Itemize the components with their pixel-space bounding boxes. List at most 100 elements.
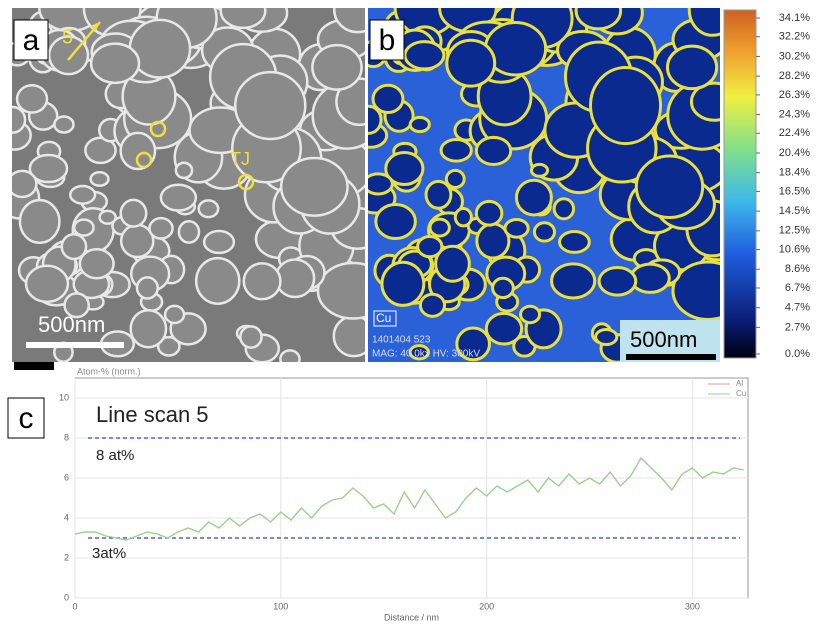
y-tick-label: 6 xyxy=(64,472,69,482)
grain xyxy=(418,236,442,256)
y-tick-label: 10 xyxy=(59,392,69,402)
y-tick-label: 8 xyxy=(64,432,69,442)
grain xyxy=(276,260,314,297)
colorbar-tick-label: 24.3% xyxy=(779,108,810,120)
grain xyxy=(196,258,239,304)
element-label: Cu xyxy=(376,311,391,325)
grain xyxy=(334,316,374,356)
colorbar-tick-label: 12.5% xyxy=(779,225,810,237)
grain xyxy=(667,46,716,89)
scale-bar-label: 500nm xyxy=(38,312,105,337)
scale-mark xyxy=(14,362,54,370)
grain xyxy=(446,170,464,187)
grain xyxy=(199,200,218,217)
grain xyxy=(137,277,158,298)
grain xyxy=(591,67,661,143)
grain xyxy=(636,156,702,217)
figure: a 5 TJ 500nm b Cu 1401404 523 MAG: 40.0k… xyxy=(0,0,816,624)
grain xyxy=(493,278,514,297)
grain xyxy=(426,181,451,208)
grain xyxy=(486,313,521,344)
grain xyxy=(165,306,184,323)
grain xyxy=(54,117,73,133)
grain xyxy=(552,264,595,298)
grain xyxy=(476,201,502,225)
colorbar-tick-label: 14.5% xyxy=(779,205,810,217)
grain xyxy=(447,40,495,86)
grain xyxy=(0,107,25,133)
chart-title: Line scan 5 xyxy=(96,402,209,427)
grain xyxy=(455,209,471,226)
meta: MAG: 40.0kx HV: 300kV xyxy=(372,349,480,360)
colorbar-tick-label: 20.4% xyxy=(779,147,810,159)
colorbar-tick-label: 18.4% xyxy=(779,167,810,179)
y-tick-label: 0 xyxy=(64,592,69,602)
grain xyxy=(554,199,573,219)
colorbar-tick-label: 4.7% xyxy=(785,302,810,314)
colorbar-tick-label: 6.7% xyxy=(785,282,810,294)
x-axis-label: Distance / nm xyxy=(384,612,439,622)
grain xyxy=(161,185,196,211)
grain xyxy=(91,172,109,185)
colorbar-tick-label: 28.2% xyxy=(779,70,810,82)
grain xyxy=(121,200,147,227)
colorbar-tick-label: 26.3% xyxy=(779,89,810,101)
grain xyxy=(131,310,166,347)
grain xyxy=(531,164,547,176)
y-tick-label: 2 xyxy=(64,552,69,562)
grain xyxy=(244,263,281,299)
grain xyxy=(17,85,47,112)
colorbar-tick-label: 16.5% xyxy=(779,185,810,197)
panel-label: b xyxy=(379,24,396,57)
grain xyxy=(20,200,60,243)
x-tick-label: 200 xyxy=(479,601,494,611)
arrow-label: 5 xyxy=(62,26,73,48)
grain xyxy=(441,140,471,162)
grain xyxy=(560,232,590,253)
colorbar-tick-label: 32.2% xyxy=(779,31,810,43)
grain xyxy=(505,219,528,237)
grain xyxy=(176,163,192,178)
panel-label: a xyxy=(23,24,40,57)
grain xyxy=(281,158,347,216)
scale-bar xyxy=(26,342,124,348)
scale-bar xyxy=(626,354,716,360)
grain xyxy=(204,231,234,253)
x-tick-label: 0 xyxy=(72,601,77,611)
reference-label: 3at% xyxy=(92,545,126,562)
colorbar-tick-label: 22.4% xyxy=(779,127,810,139)
grain xyxy=(382,262,424,305)
legend-label: Al xyxy=(736,379,743,388)
legend-label: Cu xyxy=(736,389,746,398)
grain xyxy=(70,186,95,204)
colorbar-tick-label: 34.1% xyxy=(779,12,810,24)
colorbar-tick-label: 10.6% xyxy=(779,243,810,255)
colorbar-tick-label: 2.7% xyxy=(785,321,810,333)
y-tick-label: 4 xyxy=(64,512,69,522)
grain xyxy=(430,219,449,236)
grain xyxy=(516,180,551,215)
grain xyxy=(235,72,305,139)
grain xyxy=(420,294,444,316)
grain xyxy=(364,174,392,194)
grain xyxy=(74,220,93,236)
y-axis-label: Atom-% (norm.) xyxy=(77,366,141,376)
panel-label: c xyxy=(19,402,34,435)
grain xyxy=(100,211,116,224)
scale-bar-label: 500nm xyxy=(630,327,697,352)
grain xyxy=(534,223,554,241)
grain xyxy=(149,218,172,238)
grain xyxy=(8,171,36,197)
grain xyxy=(91,44,139,83)
grain xyxy=(179,221,199,242)
grain xyxy=(312,45,361,89)
grain xyxy=(410,117,429,131)
colorbar-tick-label: 0.0% xyxy=(785,348,810,360)
x-tick-label: 100 xyxy=(273,601,288,611)
x-tick-label: 300 xyxy=(685,601,700,611)
grain xyxy=(26,266,68,302)
grain xyxy=(221,0,266,28)
grain xyxy=(476,137,510,164)
meta: 1401404 523 xyxy=(372,335,431,346)
grain xyxy=(240,326,261,347)
